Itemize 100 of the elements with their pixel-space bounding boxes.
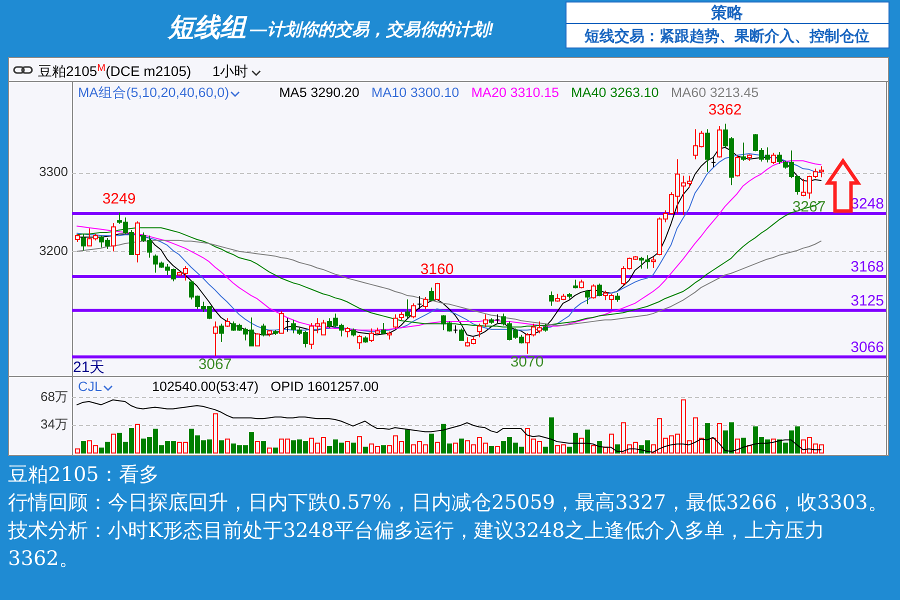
ref-line-label: 3125 (850, 292, 884, 310)
candlestick (495, 314, 500, 324)
candlestick (111, 222, 116, 252)
annotation: 3070 (510, 354, 544, 371)
ref-line-label: 3248 (850, 196, 884, 213)
bar (261, 441, 266, 454)
candlestick (345, 326, 350, 338)
bar (489, 446, 494, 454)
bar (591, 445, 596, 454)
bar (597, 441, 602, 454)
candlestick (717, 126, 722, 158)
annotation: 102540.00(53:47) (152, 379, 259, 394)
candlestick (285, 318, 290, 332)
candlestick (387, 331, 392, 340)
candlestick (741, 142, 746, 162)
candlestick (477, 323, 482, 338)
bar (435, 442, 440, 454)
candlestick (213, 320, 218, 357)
bar (255, 441, 260, 454)
bar (495, 446, 500, 454)
bar (459, 438, 464, 454)
text: MA40 3263.10 (571, 85, 659, 100)
candlestick (405, 298, 410, 319)
bar (351, 442, 356, 454)
text: MA10 3300.10 (371, 85, 460, 100)
y-tick-label: 3200 (39, 242, 68, 258)
candlestick (549, 291, 554, 306)
candlestick (273, 330, 278, 336)
bar (705, 423, 710, 454)
text: 技术分析：小时K形态目前处于3248平台偏多运行，建议3248之上逢低介入多单，上方压力3362。 (8, 517, 826, 572)
candlestick (417, 296, 422, 310)
text: 短线组 (167, 12, 248, 42)
candlestick (357, 334, 362, 350)
bar (453, 442, 458, 454)
y-tick-label: 68万 (40, 388, 68, 404)
bar (219, 440, 224, 454)
ref-line-label: 3066 (850, 338, 884, 356)
annotation: 3362 (708, 102, 742, 119)
text: 豆粕2105：看多 (8, 461, 160, 488)
y-tick-label: 3300 (39, 164, 68, 180)
candlestick (591, 284, 596, 300)
bar (111, 434, 116, 454)
candlestick (771, 152, 776, 164)
candlestick (711, 157, 716, 168)
candlestick (615, 292, 620, 302)
candlestick (585, 289, 590, 305)
line-series (76, 399, 822, 453)
candlestick (747, 154, 752, 162)
candlestick (705, 128, 710, 172)
candlestick (489, 318, 494, 324)
annotation: 21天 (73, 359, 105, 376)
candlestick (459, 328, 464, 341)
candlestick (411, 302, 416, 319)
candlestick (363, 336, 368, 344)
bar (735, 438, 740, 454)
candlestick (381, 322, 386, 335)
bar (429, 434, 434, 454)
bar (363, 446, 368, 454)
bar (747, 445, 752, 454)
candlestick (393, 314, 398, 330)
bar (213, 413, 218, 454)
bar (135, 424, 140, 454)
candlestick (261, 323, 266, 337)
candlestick (567, 292, 572, 300)
ref-line-label: 3168 (850, 258, 884, 276)
text: 短线交易：紧跟趋势、果断介入、控制仓位 (584, 27, 870, 45)
candlestick (225, 318, 230, 328)
bar (381, 445, 386, 454)
legend-title: MA组合(5,10,20,40,60,0) (78, 85, 230, 100)
chart-subtitle: 1小时 (212, 63, 248, 79)
bar (771, 438, 776, 454)
candlestick (435, 282, 440, 301)
candlestick (351, 328, 356, 337)
text: MA20 3310.15 (471, 85, 560, 100)
annotation: 3249 (102, 190, 136, 208)
series-label: OPID 1601257.00 (270, 379, 379, 394)
bar (585, 430, 590, 454)
candlestick (219, 323, 224, 342)
candlestick (429, 287, 434, 302)
candlestick (135, 220, 140, 263)
legend-title: CJL (78, 379, 102, 394)
candlestick (735, 154, 740, 178)
text: MA5 3290.20 (279, 85, 360, 100)
candlestick (651, 256, 656, 268)
candlestick (267, 330, 272, 337)
bar (75, 448, 80, 454)
candlestick (579, 279, 584, 289)
candlestick (573, 279, 578, 289)
candlestick (399, 311, 404, 320)
chart-title: 豆粕2105$^{M}$(DCE m2105) (38, 62, 192, 79)
candlestick (75, 234, 80, 242)
annotation: 3160 (420, 260, 454, 278)
annotation: 3067 (198, 356, 232, 374)
text: —计划你的交易，交易你的计划! (249, 20, 494, 39)
candlestick (777, 152, 782, 164)
candlestick (423, 296, 428, 310)
bar (741, 438, 746, 454)
bar (267, 448, 272, 454)
candlestick (81, 234, 86, 252)
text: MA60 3213.45 (670, 85, 759, 100)
